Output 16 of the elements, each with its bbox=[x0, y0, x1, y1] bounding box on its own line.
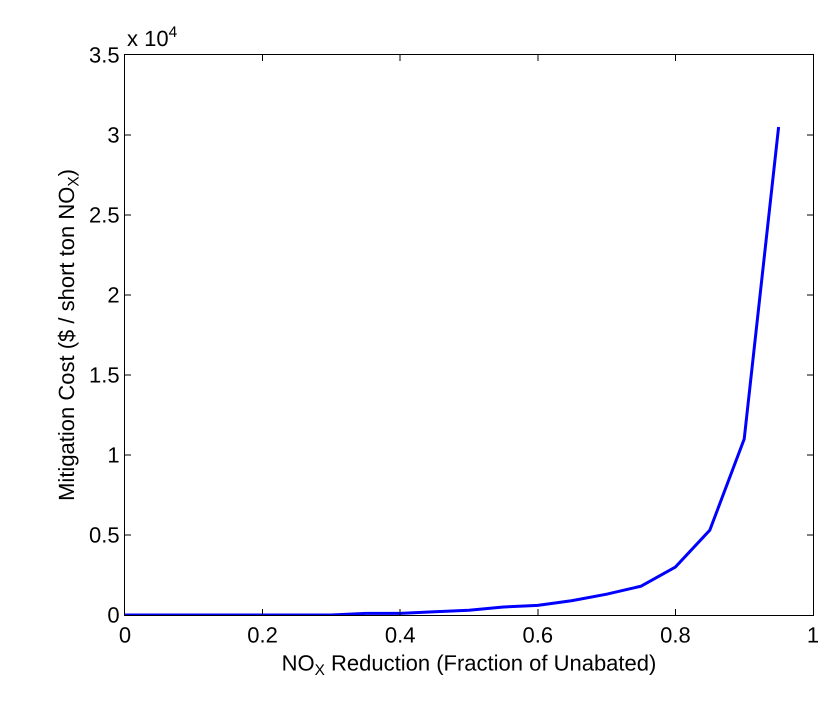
y-tick-label: 3 bbox=[107, 122, 120, 148]
text: x 10$^{4}$ bbox=[127, 24, 178, 52]
x-tick-label: 0.2 bbox=[247, 622, 278, 648]
line-series bbox=[125, 126, 780, 615]
x-tick-label: 1 bbox=[806, 622, 820, 648]
y-tick-label: 0.5 bbox=[89, 522, 120, 548]
x-tick-label: 0.6 bbox=[522, 622, 554, 648]
y-tick-label: 2 bbox=[107, 282, 120, 308]
y-tick-label: 3.5 bbox=[89, 42, 120, 68]
x-tick-label: 0.4 bbox=[384, 622, 416, 648]
y-tick-label: 1 bbox=[107, 442, 120, 468]
y-tick-label: 1.5 bbox=[89, 362, 120, 388]
x-tick-label: 0.8 bbox=[660, 622, 691, 648]
y-tick-label: 2.5 bbox=[89, 202, 120, 228]
x-axis-title: NO$_{X}$ Reduction (Fraction of Unabated) bbox=[282, 650, 656, 679]
y-tick-label: 0 bbox=[107, 602, 120, 628]
